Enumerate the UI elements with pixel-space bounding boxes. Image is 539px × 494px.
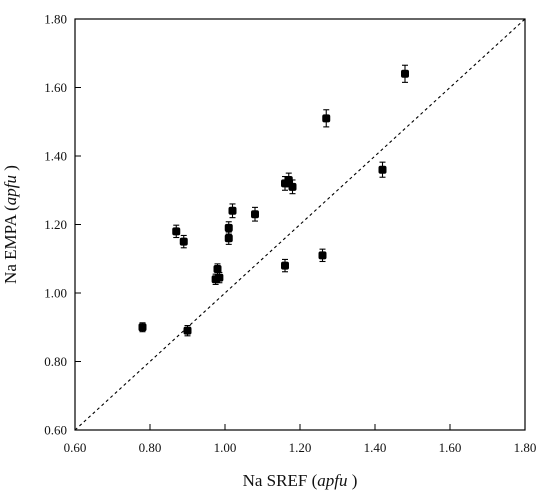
point-marker bbox=[401, 69, 409, 78]
point-marker bbox=[288, 182, 297, 191]
point-marker bbox=[138, 323, 147, 332]
data-point bbox=[281, 258, 289, 273]
y-tick-label: 0.60 bbox=[44, 423, 67, 438]
data-point bbox=[228, 203, 237, 219]
x-tick-label: 1.00 bbox=[214, 440, 237, 455]
point-marker bbox=[224, 223, 233, 232]
point-marker bbox=[224, 234, 233, 243]
data-points bbox=[138, 64, 409, 337]
point-marker bbox=[284, 175, 293, 184]
y-axis-title: Na EMPA (apfu ) bbox=[1, 165, 20, 284]
x-tick-label: 1.80 bbox=[514, 440, 537, 455]
point-marker bbox=[318, 251, 327, 260]
x-tick-label: 0.80 bbox=[139, 440, 162, 455]
point-marker bbox=[215, 273, 224, 282]
data-point bbox=[401, 64, 409, 83]
data-point bbox=[251, 206, 259, 222]
data-point bbox=[213, 263, 222, 275]
x-axis-ticks: 0.60 0.80 1.00 1.20 1.40 1.60 1.80 bbox=[64, 424, 537, 455]
y-tick-label: 1.00 bbox=[44, 286, 67, 301]
point-marker bbox=[172, 227, 181, 236]
x-tick-label: 1.60 bbox=[439, 440, 462, 455]
y-tick-label: 1.80 bbox=[44, 12, 67, 27]
point-marker bbox=[213, 265, 222, 274]
data-point bbox=[179, 234, 188, 249]
x-tick-label: 1.20 bbox=[289, 440, 312, 455]
y-tick-label: 1.20 bbox=[44, 217, 67, 232]
data-point bbox=[318, 248, 327, 263]
point-marker bbox=[251, 210, 259, 219]
y-tick-label: 1.40 bbox=[44, 149, 67, 164]
point-marker bbox=[183, 326, 192, 335]
y-tick-label: 1.60 bbox=[44, 80, 67, 95]
point-marker bbox=[378, 165, 387, 174]
y-axis-ticks: 0.60 0.80 1.00 1.20 1.40 1.60 1.80 bbox=[44, 12, 81, 438]
reference-line bbox=[74, 18, 526, 431]
data-point bbox=[378, 161, 387, 178]
point-marker bbox=[228, 206, 237, 215]
data-point bbox=[224, 221, 233, 235]
point-marker bbox=[281, 261, 289, 270]
x-axis-title: Na SREF (apfu ) bbox=[243, 471, 358, 490]
x-tick-label: 1.40 bbox=[364, 440, 387, 455]
x-tick-label: 0.60 bbox=[64, 440, 87, 455]
data-point bbox=[322, 109, 331, 128]
point-marker bbox=[179, 237, 188, 246]
data-point bbox=[224, 231, 233, 245]
data-point bbox=[183, 324, 192, 337]
data-point bbox=[138, 322, 147, 333]
point-marker bbox=[322, 114, 331, 123]
y-tick-label: 0.80 bbox=[44, 354, 67, 369]
data-point bbox=[172, 224, 181, 239]
data-point bbox=[288, 179, 297, 195]
